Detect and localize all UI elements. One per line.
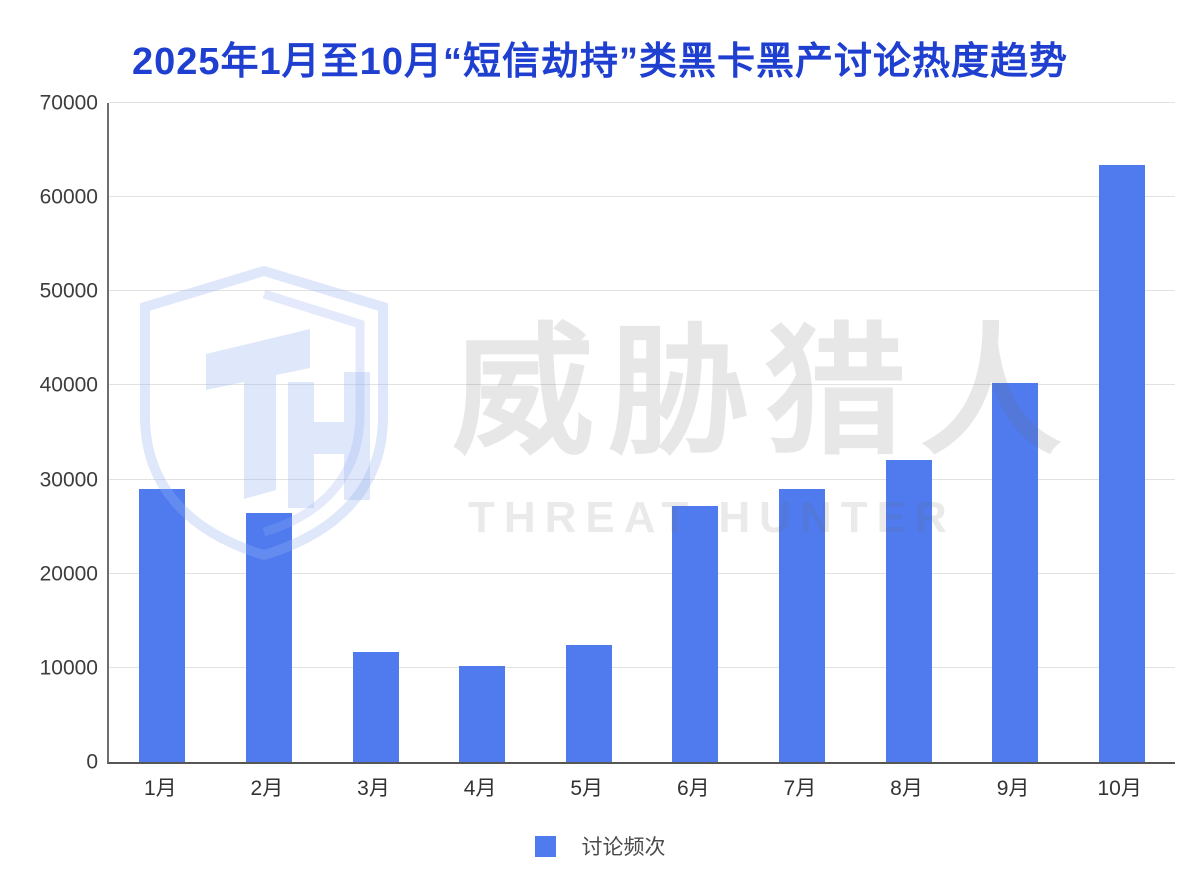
legend: 讨论频次 <box>0 831 1200 861</box>
gridline-50000 <box>109 290 1175 292</box>
bar-6月[interactable] <box>672 505 719 762</box>
x-tick-label-8月: 8月 <box>890 777 923 800</box>
bar-4月[interactable] <box>459 665 506 762</box>
bar-10月[interactable] <box>1098 165 1145 762</box>
y-tick-label-30000: 30000 <box>39 468 98 492</box>
gridline-40000 <box>109 384 1175 386</box>
bar-7月[interactable] <box>778 489 825 762</box>
x-tick-label-7月: 7月 <box>783 777 817 800</box>
legend-item-discussion-frequency[interactable]: 讨论频次 <box>534 831 666 861</box>
plot-area <box>107 102 1175 764</box>
x-tick-label-2月: 2月 <box>250 777 284 800</box>
legend-label: 讨论频次 <box>581 836 666 859</box>
bar-3月[interactable] <box>352 651 399 762</box>
bar-5月[interactable] <box>565 645 612 762</box>
y-tick-label-60000: 60000 <box>39 185 98 209</box>
bar-1月[interactable] <box>139 489 186 762</box>
bar-9月[interactable] <box>992 382 1039 762</box>
x-tick-label-10月: 10月 <box>1097 777 1142 800</box>
bar-8月[interactable] <box>885 459 932 762</box>
x-tick-label-1月: 1月 <box>143 777 177 800</box>
y-tick-label-0: 0 <box>86 750 98 774</box>
gridline-20000 <box>109 572 1175 574</box>
gridline-10000 <box>109 666 1175 668</box>
y-tick-label-20000: 20000 <box>39 562 98 586</box>
x-tick-label-5月: 5月 <box>570 777 604 800</box>
x-tick-label-4月: 4月 <box>463 777 497 800</box>
y-tick-label-40000: 40000 <box>39 373 98 397</box>
x-tick-label-3月: 3月 <box>357 777 390 800</box>
bar-2月[interactable] <box>245 512 292 762</box>
y-tick-label-10000: 10000 <box>39 656 98 680</box>
x-tick-label-9月: 9月 <box>996 777 1030 800</box>
x-tick-label-6月: 6月 <box>676 777 710 800</box>
chart-title: 2025年1月至10月“短信劫持”类黑卡黑产讨论热度趋势 <box>132 41 1068 83</box>
y-axis-labels: 0 10000 20000 30000 40000 50000 60000 70000 <box>0 93 98 773</box>
gridline-30000 <box>109 478 1175 480</box>
gridline-60000 <box>109 196 1175 198</box>
x-axis-labels: 1月 2月 3月 4月 5月 6月 7月 8月 9月 10月 <box>107 772 1173 802</box>
y-tick-label-50000: 50000 <box>39 279 98 303</box>
gridline-70000 <box>109 102 1175 103</box>
y-tick-label-70000: 70000 <box>39 91 98 115</box>
legend-swatch <box>534 835 556 857</box>
